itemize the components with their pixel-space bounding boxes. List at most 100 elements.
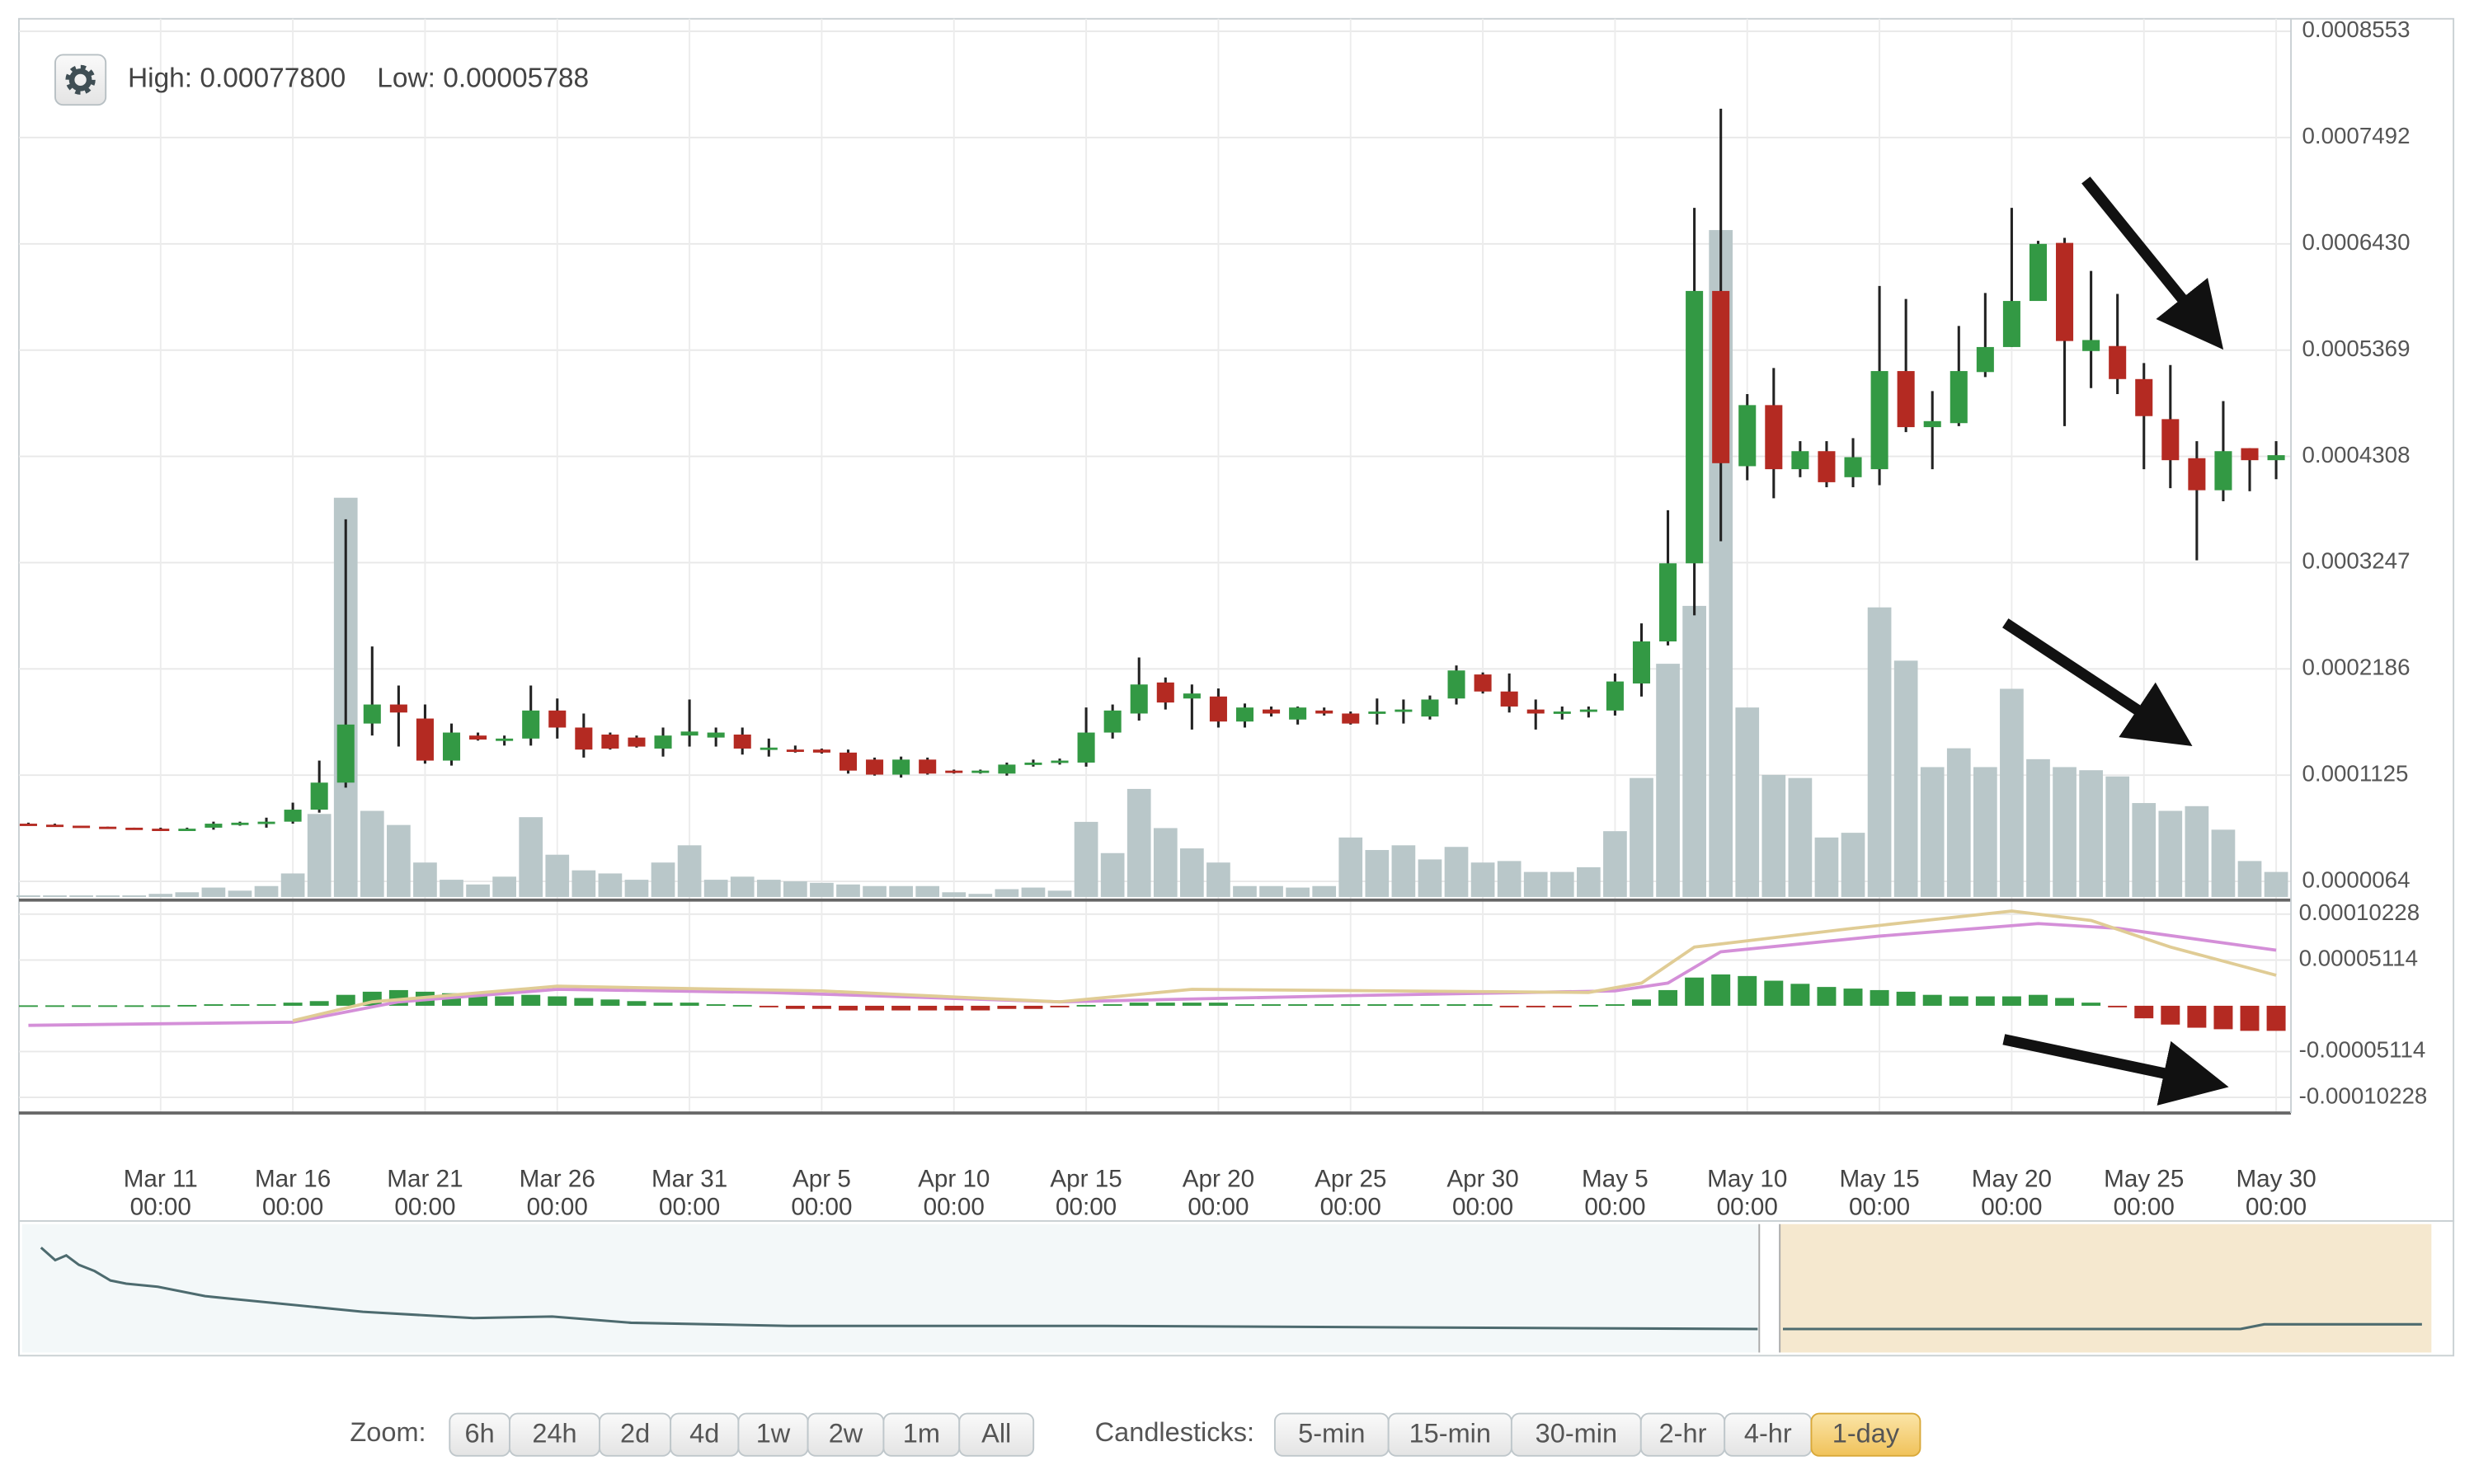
volume-bar — [2026, 758, 2050, 897]
button-label[interactable]: 5-min — [1298, 1419, 1365, 1449]
x-tick-time: 00:00 — [1056, 1194, 1117, 1221]
x-tick-time: 00:00 — [394, 1194, 455, 1221]
x-tick-time: 00:00 — [1584, 1194, 1645, 1221]
macd-bar — [1632, 999, 1651, 1006]
button-label[interactable]: 2-hr — [1659, 1419, 1707, 1449]
volume-bar — [2000, 688, 2024, 897]
settings-box[interactable] — [54, 54, 107, 106]
volume-bar — [1523, 871, 1548, 897]
x-tick-time: 00:00 — [1452, 1194, 1513, 1221]
candle-body — [1606, 681, 1624, 711]
macd-line — [28, 922, 2277, 1027]
macd-bar — [2161, 1005, 2180, 1025]
candle-body — [496, 738, 514, 741]
macd-bar — [785, 1005, 805, 1009]
volume-bar — [571, 870, 596, 897]
x-tick-label: Mar 31 — [651, 1166, 727, 1193]
volume-bar — [2211, 829, 2236, 897]
volume-bar — [175, 892, 200, 897]
volume-bar — [863, 885, 887, 897]
macd-bar — [1473, 1004, 1493, 1006]
candle-body — [1765, 405, 1783, 470]
macd-bar — [72, 1005, 92, 1007]
volume-bar — [783, 881, 807, 897]
macd-bar — [495, 996, 515, 1006]
macd-bar — [1155, 1003, 1175, 1006]
macd-bar — [574, 998, 594, 1006]
macd-bar — [1605, 1004, 1625, 1006]
macd-bar — [1790, 984, 1810, 1006]
macd-bar — [944, 1005, 964, 1011]
x-tick-label: Apr 20 — [1183, 1166, 1254, 1193]
x-tick-time: 00:00 — [791, 1194, 852, 1221]
candle-body — [1526, 709, 1545, 714]
grid: 0.0000064 0.0001125 0.0002186 0.0003247 0.00… — [18, 16, 2427, 1221]
button-label[interactable]: 1m — [903, 1419, 940, 1449]
navigator-selection[interactable] — [1780, 1223, 2432, 1353]
candle-body — [945, 770, 963, 773]
macd-bar — [1076, 1004, 1096, 1007]
macd-bar — [1367, 1004, 1387, 1006]
candle-body — [1024, 762, 1042, 765]
button-label[interactable]: 2w — [829, 1419, 863, 1449]
macd-bar — [759, 1005, 778, 1007]
candle-body — [575, 727, 593, 750]
volume-bar — [1682, 605, 1706, 897]
button-label[interactable]: All — [981, 1419, 1011, 1449]
volume-bar — [360, 810, 384, 897]
macd-bar — [1420, 1004, 1440, 1006]
x-tick-time: 00:00 — [924, 1194, 985, 1221]
button-label[interactable]: 1-day — [1832, 1419, 1900, 1449]
volume-bar — [43, 895, 67, 897]
candle-body — [1447, 670, 1465, 699]
x-tick-label: Mar 11 — [124, 1166, 198, 1193]
macd-bar — [1975, 996, 1995, 1006]
button[interactable] — [958, 1412, 1035, 1457]
button-label[interactable]: 2d — [620, 1419, 650, 1449]
macd-bar — [2240, 1005, 2260, 1031]
x-tick-label: Apr 15 — [1050, 1166, 1122, 1193]
macd-bar — [1499, 1005, 1519, 1007]
macd-bar — [204, 1004, 223, 1006]
macd-bar — [1315, 1004, 1334, 1006]
macd-bar — [468, 994, 488, 1006]
volume-bar — [16, 895, 40, 897]
volume-bar — [1259, 885, 1283, 897]
button-label[interactable]: 24h — [532, 1419, 576, 1449]
button-label[interactable]: 4-hr — [1744, 1419, 1792, 1449]
macd-bar — [2213, 1005, 2233, 1030]
button-label[interactable]: 1w — [756, 1419, 791, 1449]
volume-bar — [1470, 862, 1495, 897]
volume-bar — [1920, 767, 1945, 897]
x-tick-label: Mar 21 — [387, 1166, 463, 1193]
navigator[interactable] — [18, 1220, 2455, 1357]
button-label[interactable]: 15-min — [1409, 1419, 1491, 1449]
x-tick-time: 00:00 — [2246, 1194, 2307, 1221]
volume-bar — [836, 884, 860, 897]
candle-body — [2267, 455, 2285, 461]
macd-bar — [706, 1004, 726, 1006]
gear-ring — [68, 68, 92, 92]
x-tick-label: May 30 — [2236, 1166, 2316, 1193]
y-tick-label: 0.0007492 — [2302, 123, 2410, 148]
x-tick-time: 00:00 — [1188, 1194, 1249, 1221]
volume-bar — [1973, 767, 1997, 897]
macd-bar — [2266, 1005, 2286, 1031]
volume-bar — [889, 885, 913, 897]
volume-bar — [1365, 850, 1390, 897]
x-tick-label: Apr 25 — [1315, 1166, 1386, 1193]
control-label: Zoom: — [350, 1417, 426, 1447]
candle-body — [469, 735, 487, 740]
button-label[interactable]: 30-min — [1536, 1419, 1617, 1449]
button-label[interactable]: 4d — [689, 1419, 719, 1449]
candle-body — [1156, 682, 1174, 703]
macd-bar — [1050, 1005, 1070, 1007]
macd-bar — [98, 1005, 118, 1007]
volume-bar — [122, 895, 147, 897]
button-label[interactable]: 6h — [465, 1419, 495, 1449]
volume-bar — [2053, 767, 2077, 897]
x-tick-label: Mar 26 — [520, 1166, 595, 1193]
macd-bar — [1764, 980, 1784, 1006]
button[interactable] — [1810, 1412, 1921, 1457]
settings-button[interactable] — [54, 54, 107, 106]
